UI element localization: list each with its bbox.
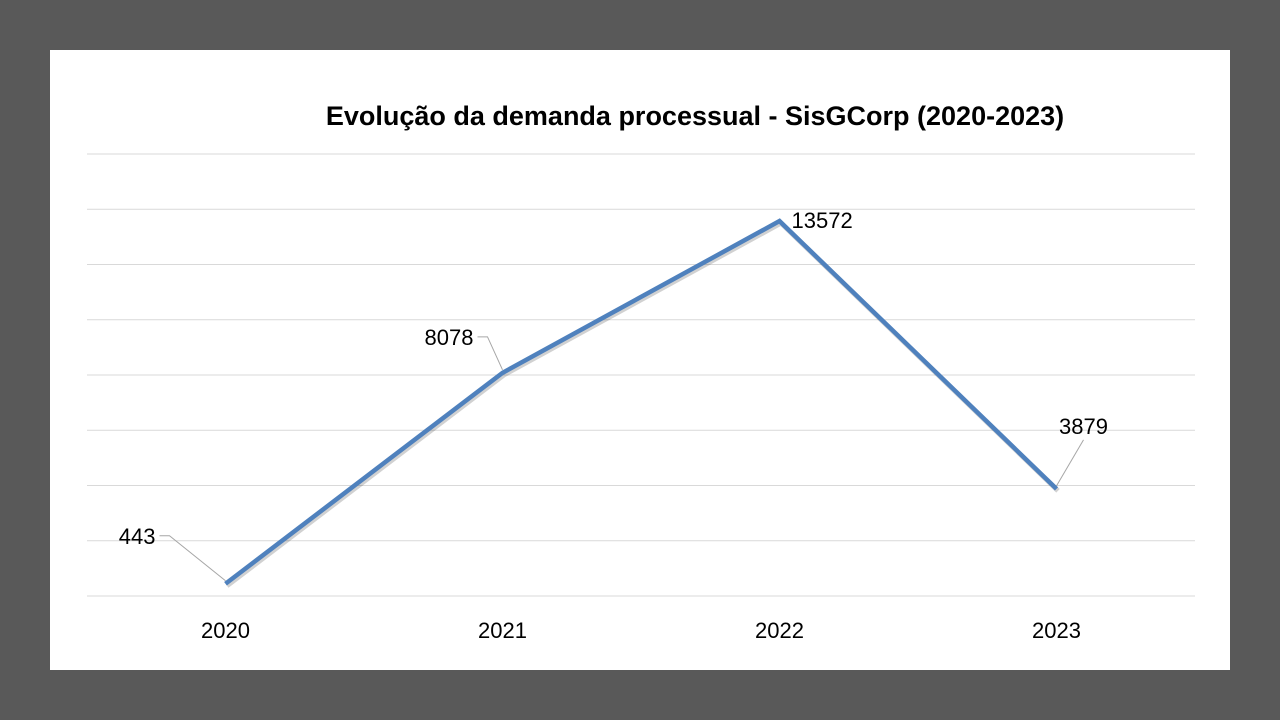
- x-tick-label: 2022: [755, 618, 804, 643]
- leader-line: [477, 336, 503, 371]
- x-tick-label: 2023: [1032, 618, 1081, 643]
- data-label: 443: [119, 524, 156, 549]
- data-label: 8078: [425, 325, 474, 350]
- data-label-leaders: [159, 336, 1084, 582]
- line-chart: Evolução da demanda processual - SisGCor…: [87, 101, 1195, 643]
- series-line-group: [224, 218, 1060, 588]
- chart-title: Evolução da demanda processual - SisGCor…: [326, 101, 1064, 131]
- series-line-shadow: [225, 219, 1060, 588]
- chart-panel: Evolução da demanda processual - SisGCor…: [50, 50, 1230, 670]
- x-axis-ticks: 2020 2021 2022 2023: [201, 618, 1081, 643]
- x-tick-label: 2020: [201, 618, 250, 643]
- series-line: [224, 218, 1059, 586]
- data-labels: 443 8078 13572 3879: [119, 208, 1108, 549]
- leader-line: [1056, 439, 1084, 487]
- gridlines: [87, 153, 1195, 597]
- leader-line: [159, 535, 226, 582]
- data-label: 3879: [1059, 414, 1108, 439]
- x-tick-label: 2021: [478, 618, 527, 643]
- data-label: 13572: [792, 208, 853, 233]
